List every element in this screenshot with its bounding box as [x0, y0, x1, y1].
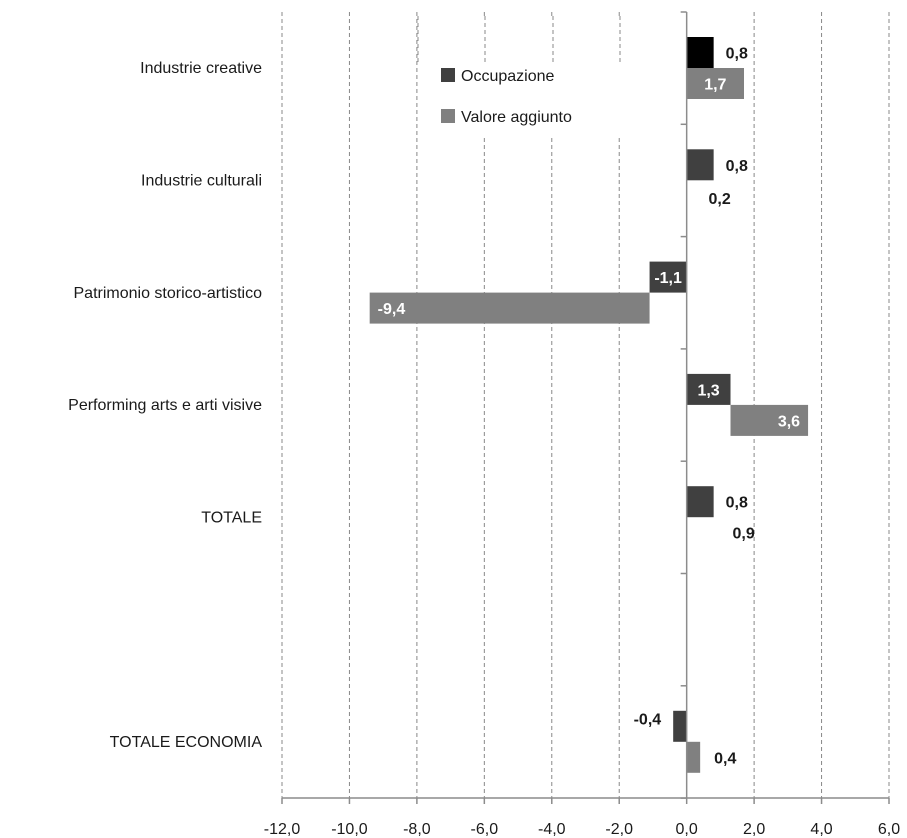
legend-swatch-occupazione [441, 68, 455, 82]
legend: Occupazione Valore aggiunto [417, 16, 621, 138]
data-label-valore-aggiunto: 0,4 [714, 750, 736, 767]
x-tick-label: -8,0 [403, 821, 431, 838]
legend-box [432, 62, 620, 138]
data-label-occupazione: -0,4 [634, 711, 662, 728]
bar-occupazione [686, 486, 714, 518]
category-label: Patrimonio storico-artistico [74, 285, 263, 302]
category-label: Industrie creative [140, 60, 262, 77]
data-label-valore-aggiunto: 1,7 [704, 77, 726, 94]
data-label-valore-aggiunto: 0,2 [709, 191, 731, 208]
x-tick-label: 0,0 [676, 821, 698, 838]
data-label-occupazione: 1,3 [697, 382, 719, 399]
data-label-valore-aggiunto: -9,4 [378, 301, 406, 318]
data-label-occupazione: 0,8 [726, 495, 748, 512]
data-labels: 0,81,70,80,2-1,1-9,41,33,60,80,9-0,40,4 [378, 46, 800, 768]
bar-valore-aggiunto [730, 404, 809, 436]
tick-labels: -12,0 -10,0 -8,0 -6,0 -4,0 -2,0 0,0 2,0 4,0 6,0 [264, 821, 900, 838]
category-label: Industrie culturali [141, 172, 262, 189]
bar-valore-aggiunto [686, 741, 701, 773]
bar-occupazione [686, 373, 731, 405]
category-labels: Industrie creative Industrie culturali Pat… [68, 60, 262, 751]
data-label-occupazione: 0,8 [726, 46, 748, 63]
bar-occupazione [686, 149, 714, 181]
category-label: TOTALE [201, 509, 262, 526]
bars [369, 37, 809, 773]
data-label-valore-aggiunto: 0,9 [733, 526, 755, 543]
data-label-occupazione: -1,1 [654, 270, 682, 287]
bar-valore-aggiunto [686, 68, 744, 99]
legend-label-occupazione: Occupazione [461, 68, 554, 85]
legend-swatch-valore-aggiunto [441, 109, 455, 123]
category-label: Performing arts e arti visive [68, 397, 262, 414]
x-tick-label: -4,0 [538, 821, 566, 838]
data-label-occupazione: 0,8 [726, 158, 748, 175]
bar-occupazione [649, 261, 687, 293]
legend-label-valore-aggiunto: Valore aggiunto [461, 109, 572, 126]
x-tick-label: 4,0 [810, 821, 832, 838]
x-tick-label: 6,0 [878, 821, 900, 838]
axes [281, 11, 890, 804]
x-tick-label: -2,0 [605, 821, 633, 838]
x-tick-label: -12,0 [264, 821, 301, 838]
x-tick-label: -6,0 [471, 821, 499, 838]
data-label-valore-aggiunto: 3,6 [778, 413, 800, 430]
bar-occupazione [673, 710, 687, 742]
bar-valore-aggiunto [369, 292, 650, 324]
x-tick-label: 2,0 [743, 821, 765, 838]
category-label: TOTALE ECONOMIA [110, 734, 263, 751]
bar-occupazione [686, 37, 714, 68]
x-tick-label: -10,0 [331, 821, 368, 838]
